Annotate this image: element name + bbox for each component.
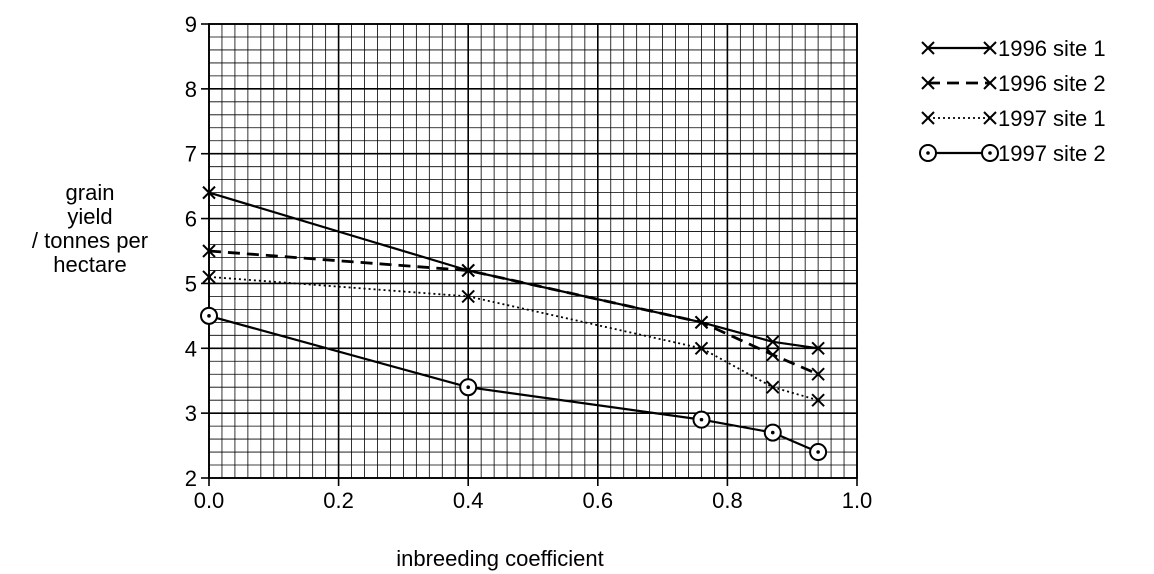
x-tick-label: 1.0 [842,488,873,513]
data-point [202,244,216,258]
series-markers [200,185,828,462]
marker-dot [770,430,775,435]
data-point [811,393,825,407]
y-axis-label-line: grain [66,180,115,205]
legend-marker [983,41,997,55]
data-point [809,443,828,462]
legend-marker [921,111,935,125]
data-point [200,306,218,325]
legend-label: 1997 site 2 [998,141,1106,166]
x-tick-label: 0.6 [583,488,614,513]
x-axis-label: inbreeding coefficient [396,546,604,571]
data-point [766,335,780,349]
data-point [694,341,709,355]
y-tick-label: 7 [185,142,197,167]
marker-dot [466,385,471,390]
y-tick-labels: 2 3 4 5 6 7 8 9 [185,12,209,491]
legend-item: 1997 site 2 [919,141,1106,166]
x-tick-label: 0.8 [712,488,743,513]
legend-item: 1996 site 2 [921,71,1106,96]
legend: 1996 site 1 1996 site 2 1997 site 1 1997 si… [919,36,1106,166]
legend-label: 1997 site 1 [998,106,1106,131]
data-point [694,315,709,330]
legend-marker [921,41,935,55]
x-tick-labels: 0.0 0.2 0.4 0.6 0.8 1.0 [194,478,873,513]
data-point [202,270,216,284]
y-tick-label: 8 [185,77,197,102]
legend-marker [921,76,935,90]
legend-label: 1996 site 2 [998,71,1106,96]
y-tick-label: 5 [185,271,197,296]
x-tick-label: 0.2 [323,488,354,513]
data-point [766,380,780,394]
data-point [811,341,825,355]
grid-minor [208,23,858,479]
x-tick-label: 0.4 [453,488,484,513]
x-tick-label: 0.0 [194,488,225,513]
marker-dot [988,151,992,155]
legend-marker [983,76,997,90]
data-point [461,289,475,304]
data-point [766,348,780,362]
marker-dot [816,450,820,454]
y-tick-label: 2 [185,466,197,491]
data-point [763,423,782,442]
y-tick-label: 4 [185,336,197,361]
legend-item: 1996 site 1 [921,36,1106,61]
legend-marker [919,144,937,162]
marker-dot [699,417,704,422]
series-line-3 [208,276,819,402]
legend-marker [983,111,997,125]
data-point [461,263,475,278]
data-point [202,185,216,200]
data-point [811,367,825,381]
y-axis-label-line: hectare [53,252,126,277]
data-point [692,410,711,429]
marker-dot [207,314,211,318]
y-tick-label: 9 [185,12,197,37]
data-point [459,378,478,397]
legend-marker [981,144,999,162]
y-tick-label: 3 [185,401,197,426]
legend-label: 1996 site 1 [998,36,1106,61]
marker-dot [926,151,930,155]
y-axis-label-line: / tonnes per [32,228,148,253]
y-axis-label-line: yield [67,204,112,229]
legend-item: 1997 site 1 [921,106,1106,131]
y-tick-label: 6 [185,207,197,232]
